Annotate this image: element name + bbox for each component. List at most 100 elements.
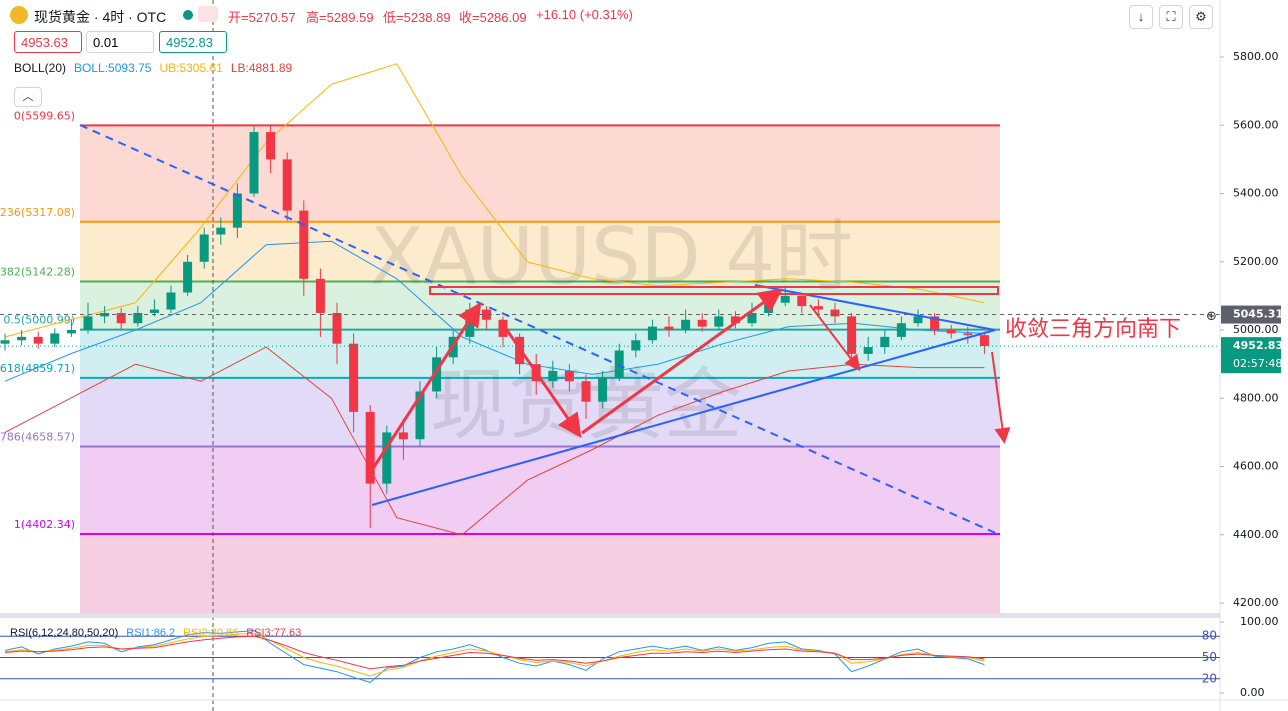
boll-legend-item: LB:4881.89 [230, 61, 293, 75]
fib-label: 0(5599.65) [14, 109, 75, 122]
candle-body [813, 306, 823, 310]
ohlc-open: 开=5270.57 [228, 10, 296, 25]
candle-body [332, 312, 342, 344]
candle-body [946, 330, 956, 334]
candle-body [730, 316, 740, 324]
triangle-upper [754, 284, 996, 331]
candle-body [398, 432, 408, 440]
y-tick-label: 5000.00 [1233, 323, 1279, 336]
rsi-legend-item: RSI1:86.2 [126, 627, 176, 639]
boll-line [4, 346, 985, 536]
y-tick-label: 4800.00 [1233, 391, 1279, 404]
y-tick-label: 5400.00 [1233, 187, 1279, 200]
rsi-level-label: 50 [1202, 650, 1217, 664]
rsi-legend-item: RSI3:77.63 [246, 627, 302, 639]
fib-label: 786(4658.57) [0, 431, 75, 444]
boll-legend: BOLL(20) BOLL:5093.75 UB:5305.61 LB:4881.89 [14, 61, 292, 75]
symbol[interactable]: 现货黄金 · 4时 · OTC [34, 9, 167, 25]
scroll-down[interactable]: ↓ [1129, 5, 1153, 29]
y-tick-label: 5600.00 [1233, 118, 1279, 131]
candle-body [647, 326, 657, 341]
ohlc-low: 低=5238.89 [383, 10, 451, 25]
candle-body [149, 309, 159, 313]
arrow [498, 319, 582, 438]
candle-body [498, 319, 508, 337]
fib-label: 382(5142.28) [0, 265, 75, 278]
candle-body [199, 234, 209, 262]
sell-button[interactable]: 4953.63 [14, 31, 82, 53]
candle-body [266, 132, 276, 160]
quantity-input[interactable]: 0.01 [86, 31, 154, 53]
candle-body [481, 309, 491, 320]
fib-label: 618(4859.71) [0, 362, 75, 375]
candle-body [697, 319, 707, 327]
candle-body [116, 312, 126, 324]
candle-body [930, 316, 940, 331]
candle-body [432, 357, 442, 392]
candle-body [166, 292, 176, 310]
candle-body [365, 411, 375, 484]
candle-body [133, 312, 143, 324]
arrow [370, 301, 482, 471]
resistance-box [429, 286, 999, 295]
candle-body [183, 261, 193, 293]
buy-button[interactable]: 4952.83 [159, 31, 227, 53]
candle-body [282, 159, 292, 211]
rsi-tick-label: 100.00 [1240, 615, 1279, 628]
candle-body [83, 316, 93, 331]
rsi-level-label: 80 [1202, 629, 1217, 643]
rsi-line [4, 635, 985, 670]
candle-body [847, 316, 857, 354]
candle-body [664, 326, 674, 331]
boll-line [4, 63, 985, 338]
settings[interactable]: ⚙ [1189, 5, 1213, 29]
rsi-line [4, 632, 985, 677]
collapse-button[interactable]: ︿ [14, 87, 42, 107]
candle-body [232, 193, 242, 228]
fullscreen[interactable]: ⛶ [1159, 5, 1183, 29]
y-tick-label: 5800.00 [1233, 50, 1279, 63]
candle-body [564, 370, 574, 382]
candle-body [880, 336, 890, 348]
arrow [991, 351, 1011, 444]
candle-body [830, 309, 840, 317]
drawings [79, 0, 1011, 711]
ohlc-close: 收=5286.09 [459, 10, 527, 25]
ohlc-change: +16.10 (+0.31%) [536, 7, 633, 22]
candle-body [913, 316, 923, 324]
rsi-legend-item: RSI2:80.86 [183, 627, 239, 639]
symbol-icon [10, 6, 28, 24]
candle-body [797, 295, 807, 307]
candle-body [863, 347, 873, 354]
candle-body [216, 227, 226, 235]
rsi-title: RSI(6,12,24,80,50,20) [10, 627, 119, 639]
candle-body [780, 295, 790, 303]
candle-body [614, 350, 624, 378]
candle-body [66, 330, 76, 334]
crosshair-icon[interactable]: ⊕ [1206, 308, 1217, 323]
candle-body [548, 370, 558, 382]
candle-body [747, 312, 757, 324]
arrow [809, 304, 861, 372]
candle-body [17, 336, 27, 341]
price-label: 5045.31 [1233, 308, 1283, 321]
candle-body [33, 336, 43, 344]
y-tick-label: 4400.00 [1233, 528, 1279, 541]
candle-body [50, 333, 60, 344]
fib-label: 1(4402.34) [14, 518, 75, 531]
status-dot [183, 10, 193, 20]
candle-body [0, 340, 10, 344]
y-tick-label: 4200.00 [1233, 596, 1279, 609]
countdown: 02:57:48 [1233, 357, 1282, 370]
candle-body [979, 335, 989, 347]
boll-line [4, 240, 985, 382]
price-label-box [1221, 337, 1281, 374]
fib-band [80, 533, 1000, 615]
candle-body [249, 132, 259, 194]
y-tick-label: 4600.00 [1233, 460, 1279, 473]
fib-band [80, 281, 1000, 330]
candle-body [963, 333, 973, 336]
boll-title: BOLL(20) [14, 61, 67, 75]
price-label: 4952.83 [1233, 339, 1283, 352]
